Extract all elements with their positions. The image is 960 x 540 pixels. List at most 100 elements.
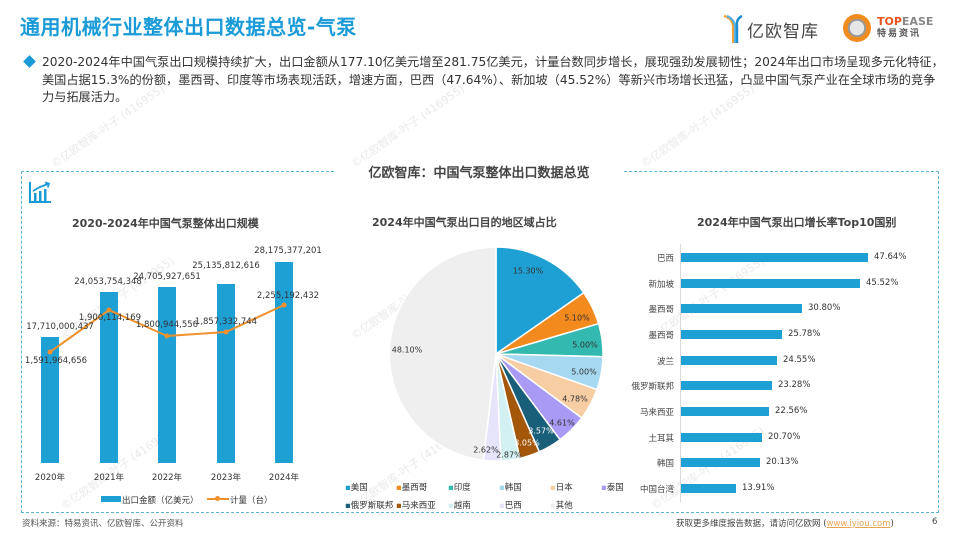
page-title: 通用机械行业整体出口数据总览-气泵	[20, 15, 357, 39]
frame-top-right-border	[624, 171, 939, 172]
hbar-korea	[681, 458, 760, 467]
footer-close-paren: )	[890, 519, 894, 529]
export-scale-chart-title: 2020-2024年中国气泵整体出口规模	[72, 217, 259, 230]
pie-legend-item: ▪泰国	[601, 483, 624, 493]
pie-legend: ▪美国 ▪墨西哥 ▪印度 ▪韩国 ▪日本 ▪泰国 ▪俄罗斯联邦 ▪马来西亚 ▪越…	[345, 481, 635, 511]
topease-logo-text-ease: EASE	[901, 15, 934, 28]
hbar-value: 47.64%	[874, 252, 907, 262]
line-value-label: 1,800,944,556	[135, 320, 199, 330]
pie-legend-item: ▪美国	[345, 483, 368, 493]
hbar-value: 30.80%	[808, 303, 841, 313]
bar-value-label: 28,175,377,201	[254, 246, 322, 256]
hbar-brazil	[681, 253, 868, 262]
pie-label-russia: 3.57%	[528, 426, 554, 436]
summary-bullet: 2020-2024年中国气泵出口规模持续扩大，出口金额从177.10亿美元增至2…	[22, 54, 947, 107]
pie-legend-item: ▪俄罗斯联邦	[345, 501, 394, 511]
x-axis-label: 2023年	[210, 473, 242, 483]
hbar-category: 韩国	[656, 459, 674, 469]
pie-label-other: 48.10%	[391, 345, 423, 355]
bar-2022	[158, 287, 176, 463]
bar-2023	[217, 284, 235, 463]
hbar-russia	[681, 381, 772, 390]
pie-legend-item: ▪印度	[448, 483, 471, 493]
hbar-singapore	[681, 279, 860, 288]
x-axis-label: 2022年	[151, 473, 183, 483]
yiou-logo-icon	[723, 14, 743, 43]
line-value-label: 1,591,964,656	[24, 356, 88, 366]
legend-marker-quantity	[215, 496, 220, 501]
x-axis-label: 2021年	[93, 473, 125, 483]
pie-label-usa: 15.30%	[512, 266, 544, 276]
bar-value-label: 24,053,754,348	[74, 277, 142, 287]
hbar-malaysia	[681, 407, 769, 416]
topease-logo-icon	[843, 14, 871, 42]
legend-label-amount: 出口金额（亿美元）	[122, 496, 199, 506]
hbar-value: 23.28%	[778, 380, 811, 390]
line-value-label: 1,857,332,744	[194, 317, 258, 327]
pie-label-vietnam: 2.87%	[496, 450, 522, 460]
hbar-category: 波兰	[656, 357, 674, 367]
topease-logo-text-bottom: 特易资讯	[877, 29, 922, 39]
y-axis-line	[680, 244, 681, 502]
x-axis-label: 2024年	[268, 473, 300, 483]
hbar-mexico-2	[681, 330, 782, 339]
hbar-value: 13.91%	[742, 483, 775, 493]
pie-legend-item: ▪巴西	[499, 501, 522, 511]
destination-pie-chart	[388, 246, 604, 462]
summary-text: 2020-2024年中国气泵出口规模持续扩大，出口金额从177.10亿美元增至2…	[42, 55, 944, 104]
bar-2020	[41, 337, 59, 463]
pie-legend-item: ▪越南	[448, 501, 471, 511]
pie-label-thailand: 4.61%	[549, 418, 575, 428]
x-axis-label: 2020年	[34, 473, 66, 483]
pie-legend-item: ▪墨西哥	[396, 483, 428, 493]
hbar-category: 土耳其	[648, 434, 674, 444]
legend-label-quantity: 计量（台）	[230, 496, 273, 506]
pie-slice-usa	[495, 246, 585, 356]
pie-legend-item: ▪日本	[550, 483, 573, 493]
page-number: 6	[932, 517, 938, 527]
bar-value-label: 25,135,812,616	[192, 261, 260, 271]
hbar-category: 中国台湾	[639, 485, 674, 495]
hbar-value: 20.13%	[766, 457, 799, 467]
yiou-logo-text: 亿欧智库	[747, 21, 819, 42]
pie-label-mexico: 5.10%	[564, 313, 590, 323]
export-scale-chart: 17,710,000,437 24,053,754,348 24,705,927…	[0, 0, 330, 540]
hbar-category: 俄罗斯联邦	[631, 382, 674, 392]
yiou-logo: 亿欧智库	[722, 14, 819, 44]
hbar-value: 20.70%	[768, 432, 801, 442]
bar-value-label: 24,705,927,651	[133, 272, 201, 282]
hbar-category: 巴西	[656, 254, 674, 264]
growth-top10-title: 2024年中国气泵出口增长率Top10国别	[697, 216, 897, 229]
panel-title: 亿欧智库：中国气泵整体出口数据总览	[368, 166, 590, 181]
growth-top10-chart: 巴西 47.64% 新加坡 45.52% 墨西哥 30.80% 墨西哥 25.7…	[610, 240, 930, 505]
topease-logo-text-top: TOP	[877, 15, 902, 28]
legend-swatch-amount	[101, 496, 121, 502]
pie-legend-item: ▪马来西亚	[396, 501, 436, 511]
pie-legend-item: ▪其他	[550, 501, 573, 511]
pie-slice-other	[388, 246, 497, 462]
bar-value-label: 17,710,000,437	[26, 322, 94, 332]
hbar-taiwan	[681, 484, 736, 493]
line-value-label: 2,255,192,432	[256, 291, 320, 301]
pie-label-malaysia: 3.05%	[514, 438, 540, 448]
bar-2021	[100, 292, 118, 463]
frame-top-left-border	[21, 171, 334, 172]
pie-label-japan: 4.78%	[562, 394, 588, 404]
hbar-value: 22.56%	[775, 406, 808, 416]
chart-panel-frame	[21, 171, 939, 513]
hbar-category: 马来西亚	[639, 408, 674, 418]
iyiou-link[interactable]: www.iyiou.com	[826, 519, 891, 529]
pie-label-brazil: 2.62%	[473, 445, 499, 455]
pie-legend-item: ▪韩国	[499, 483, 522, 493]
pie-label-korea: 5.00%	[571, 367, 597, 377]
hbar-value: 45.52%	[866, 278, 899, 288]
bar-2024	[275, 262, 293, 463]
hbar-turkey	[681, 433, 762, 442]
line-value-label: 1,900,114,169	[78, 313, 142, 323]
destination-pie-title: 2024年中国气泵出口目的地区域占比	[372, 216, 557, 229]
footer-note: 获取更多维度报告数据，请访问亿欧网 (www.iyiou.com)	[676, 517, 894, 529]
footer-text: 获取更多维度报告数据，请访问亿欧网 (	[676, 519, 827, 529]
bar-chart-icon	[28, 180, 52, 208]
hbar-poland	[681, 356, 777, 365]
hbar-mexico	[681, 304, 802, 313]
